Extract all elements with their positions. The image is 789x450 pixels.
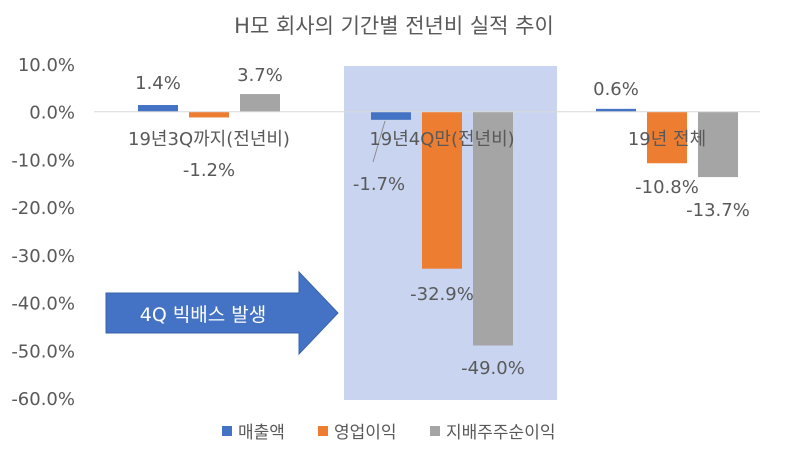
bar-1-2 bbox=[647, 111, 687, 164]
category-label-2: 19년 전체 bbox=[628, 129, 706, 150]
y-tick-label: 0.0% bbox=[29, 103, 75, 124]
y-tick-label: -60.0% bbox=[11, 389, 75, 410]
data-label-1-1: -32.9% bbox=[410, 284, 474, 305]
bar-1-1 bbox=[422, 111, 462, 269]
legend-label-0: 매출액 bbox=[238, 423, 285, 443]
data-label-1-0: -1.2% bbox=[183, 160, 235, 181]
bar-1-0 bbox=[189, 111, 229, 118]
y-tick-label: -30.0% bbox=[11, 246, 75, 267]
bar-2-2 bbox=[698, 111, 738, 178]
category-label-0: 19년3Q까지(전년비) bbox=[128, 129, 290, 150]
data-label-0-1: -1.7% bbox=[353, 174, 405, 195]
legend-swatch-0 bbox=[222, 426, 232, 436]
bar-2-0 bbox=[240, 94, 280, 112]
data-label-2-2: -13.7% bbox=[686, 200, 750, 221]
y-tick-label: -10.0% bbox=[11, 150, 75, 171]
data-label-1-2: -10.8% bbox=[635, 177, 699, 198]
category-labels: 19년3Q까지(전년비) 19년4Q만(전년비) 19년 전체 bbox=[128, 129, 706, 150]
data-label-2-1: -49.0% bbox=[461, 358, 525, 379]
legend-swatch-2 bbox=[430, 426, 440, 436]
bar-2-1 bbox=[473, 111, 513, 346]
bars: 1.4% -1.7% 0.6% -1.2% -32.9% -10.8% 3.7% -49.0%… bbox=[94, 65, 760, 379]
bar-0-1 bbox=[371, 111, 411, 120]
annotation: 4Q 빅배스 발생 bbox=[105, 270, 339, 356]
data-label-0-2: 0.6% bbox=[593, 79, 639, 100]
bar-0-2 bbox=[596, 108, 636, 112]
y-axis: 10.0% 0.0% -10.0% -20.0% -30.0% -40.0% -50.0% -… bbox=[11, 55, 75, 410]
category-label-1: 19년4Q만(전년비) bbox=[369, 129, 514, 150]
y-tick-label: -20.0% bbox=[11, 198, 75, 219]
legend-label-2: 지배주주순이익 bbox=[446, 423, 555, 443]
legend: 매출액 영업이익 지배주주순이익 bbox=[222, 423, 555, 443]
annotation-arrow bbox=[105, 270, 339, 356]
annotation-text: 4Q 빅배스 발생 bbox=[140, 304, 267, 326]
y-tick-label: 10.0% bbox=[18, 55, 75, 76]
chart-title: H모 회사의 기간별 전년비 실적 추이 bbox=[234, 14, 554, 38]
y-tick-label: -40.0% bbox=[11, 294, 75, 315]
data-label-leader bbox=[372, 120, 386, 163]
data-label-2-0: 3.7% bbox=[237, 65, 283, 86]
data-label-0-0: 1.4% bbox=[135, 73, 181, 94]
legend-label-1: 영업이익 bbox=[334, 423, 397, 443]
bar-0-0 bbox=[138, 105, 178, 112]
y-tick-label: -50.0% bbox=[11, 341, 75, 362]
legend-swatch-1 bbox=[318, 426, 328, 436]
